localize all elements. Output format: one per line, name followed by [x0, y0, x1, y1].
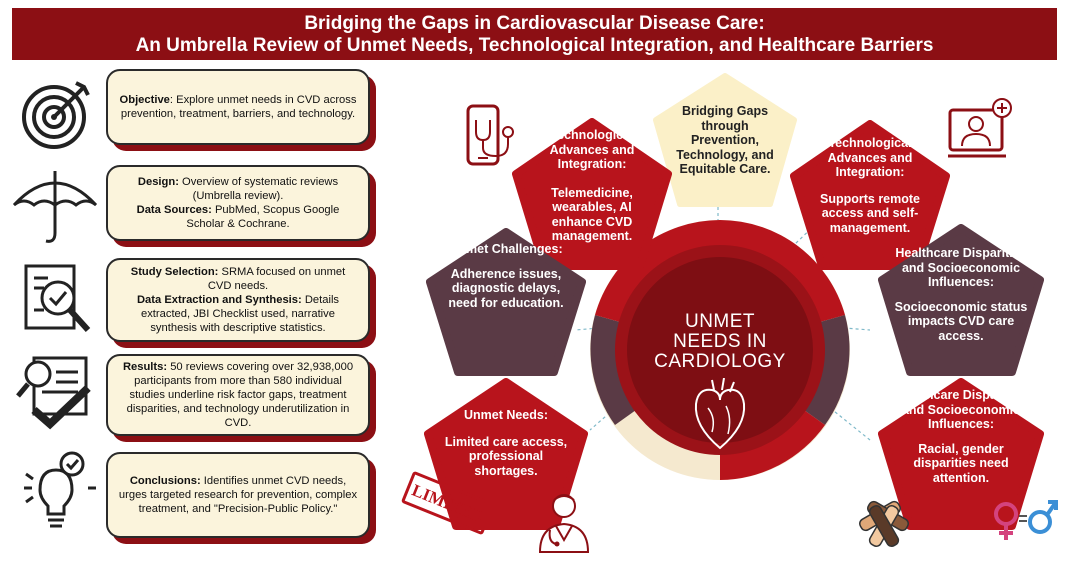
pentagon-challenges: Unmet Challenges: Adherence issues, diag…: [426, 228, 586, 376]
disparities-racial-title: Healthcare Disparities and Socioeconomic…: [895, 388, 1027, 431]
doctor-computer-icon: [948, 98, 1012, 158]
tech-right-title: Technological Advances and Integration:: [827, 136, 913, 179]
hub-line-3: CARDIOLOGY: [654, 351, 786, 372]
results-label: Results:: [122, 361, 168, 373]
tech-left-title: Technological Advances and Integration:: [549, 128, 635, 171]
target-icon: [18, 75, 98, 155]
pentagon-tech-left-text: Technological Advances and Integration: …: [512, 128, 672, 244]
objective-text: : Explore unmet needs in CVD across prev…: [120, 94, 357, 120]
pentagon-disparities-racial: Healthcare Disparities and Socioeconomic…: [878, 378, 1044, 530]
pentagon-disparities-socio-text: Healthcare Disparities and Socioeconomic…: [878, 246, 1044, 343]
disparities-socio-title: Healthcare Disparities and Socioeconomic…: [895, 246, 1027, 289]
data-extraction-text: Details extracted, JBI Checklist used, n…: [140, 294, 340, 334]
conclusions-text: Identifies unmet CVD needs, urges target…: [118, 475, 358, 515]
pentagon-top-text: Bridging Gaps through Prevention, Techno…: [676, 104, 774, 176]
umbrella-icon: [10, 165, 98, 245]
pentagon-top: Bridging Gaps through Prevention, Techno…: [652, 72, 798, 208]
title-line-1: Bridging the Gaps in Cardiovascular Dise…: [304, 13, 765, 34]
heart-icon: [694, 378, 746, 450]
doctor-icon: [538, 494, 590, 553]
challenges-body: Adherence issues, diagnostic delays, nee…: [448, 266, 564, 310]
study-selection-text: SRMA focused on unmet CVD needs.: [207, 266, 346, 292]
design-label: Design:: [137, 176, 179, 188]
smartphone-stethoscope-icon: [466, 104, 514, 166]
hub-line-1: UNMET: [684, 311, 756, 332]
objective-card: Objective: Explore unmet needs in CVD ac…: [106, 69, 370, 145]
data-sources-text: PubMed, Scopus Google Scholar & Cochrane…: [186, 204, 340, 230]
results-card: Results: 50 reviews covering over 32,938…: [106, 354, 370, 436]
data-sources-label: Data Sources:: [136, 204, 212, 216]
challenges-title: Unmet Challenges:: [449, 242, 563, 256]
results-text: 50 reviews covering over 32,938,000 part…: [126, 361, 354, 429]
pentagon-unmet-needs-text: Unmet Needs: Limited care access, profes…: [424, 408, 588, 478]
checklist-magnifier-icon: [18, 260, 98, 340]
objective-label: Objective: [119, 94, 170, 106]
pentagon-tech-left: Technological Advances and Integration: …: [512, 118, 672, 270]
lightbulb-check-icon: [16, 448, 96, 528]
tech-right-body: Supports remote access and self-manageme…: [819, 191, 920, 235]
conclusions-label: Conclusions:: [129, 475, 201, 487]
tech-left-body: Telemedicine, wearables, AI enhance CVD …: [551, 185, 633, 244]
hub-title: UNMET NEEDS IN CARDIOLOGY: [630, 312, 810, 372]
pentagon-challenges-text: Unmet Challenges: Adherence issues, diag…: [426, 242, 586, 310]
conclusions-card: Conclusions: Identifies unmet CVD needs,…: [106, 452, 370, 538]
unmet-needs-body: Limited care access, professional shorta…: [444, 434, 568, 478]
design-text: Overview of systematic reviews (Umbrella…: [178, 176, 339, 202]
pentagon-disparities-racial-text: Healthcare Disparities and Socioeconomic…: [878, 388, 1044, 485]
pentagon-unmet-needs: Unmet Needs: Limited care access, profes…: [424, 378, 588, 530]
header-banner: Bridging the Gaps in Cardiovascular Dise…: [12, 8, 1057, 60]
pentagon-disparities-socio: Healthcare Disparities and Socioeconomic…: [878, 224, 1044, 376]
disparities-racial-body: Racial, gender disparities need attentio…: [913, 441, 1009, 485]
unmet-needs-title: Unmet Needs:: [463, 408, 549, 422]
study-selection-label: Study Selection:: [130, 266, 219, 278]
hands-together-icon: [859, 500, 909, 547]
study-selection-card: Study Selection: SRMA focused on unmet C…: [106, 258, 370, 342]
data-extraction-label: Data Extraction and Synthesis:: [136, 294, 302, 306]
pentagon-tech-right-text: Technological Advances and Integration: …: [790, 136, 950, 235]
document-check-icon: [16, 352, 96, 432]
gender-symbols-icon: [994, 500, 1058, 540]
central-hub: [590, 220, 850, 480]
design-card: Design: Overview of systematic reviews (…: [106, 165, 370, 241]
pentagon-tech-right: Technological Advances and Integration: …: [790, 120, 950, 270]
disparities-socio-body: Socioeconomic status impacts CVD care ac…: [894, 299, 1028, 343]
hub-line-2: NEEDS IN: [673, 331, 767, 352]
title-line-2: An Umbrella Review of Unmet Needs, Techn…: [135, 35, 934, 56]
